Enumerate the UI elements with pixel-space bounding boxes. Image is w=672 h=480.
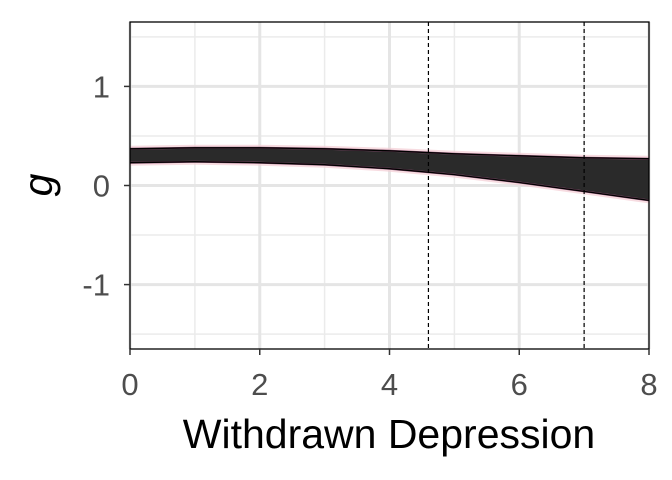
band-layer xyxy=(129,144,650,204)
y-tick-label: 0 xyxy=(93,169,110,204)
x-tick-label: 6 xyxy=(511,367,528,402)
x-tick-label: 2 xyxy=(251,367,268,402)
band-upper-edge xyxy=(129,147,650,160)
reference-lines xyxy=(427,22,585,349)
band-core xyxy=(130,148,649,200)
band-lower-edge xyxy=(129,161,650,202)
x-axis-title: Withdrawn Depression xyxy=(183,411,595,457)
x-axis-ticks: 0 2 4 6 8 xyxy=(121,349,658,402)
y-axis-title: g xyxy=(15,173,61,196)
y-tick-label: -1 xyxy=(82,268,110,303)
x-tick-label: 8 xyxy=(640,367,657,402)
y-tick-label: 1 xyxy=(93,69,110,104)
x-tick-label: 0 xyxy=(121,367,138,402)
y-axis-ticks: -1 0 1 xyxy=(82,69,130,303)
x-tick-label: 4 xyxy=(381,367,398,402)
